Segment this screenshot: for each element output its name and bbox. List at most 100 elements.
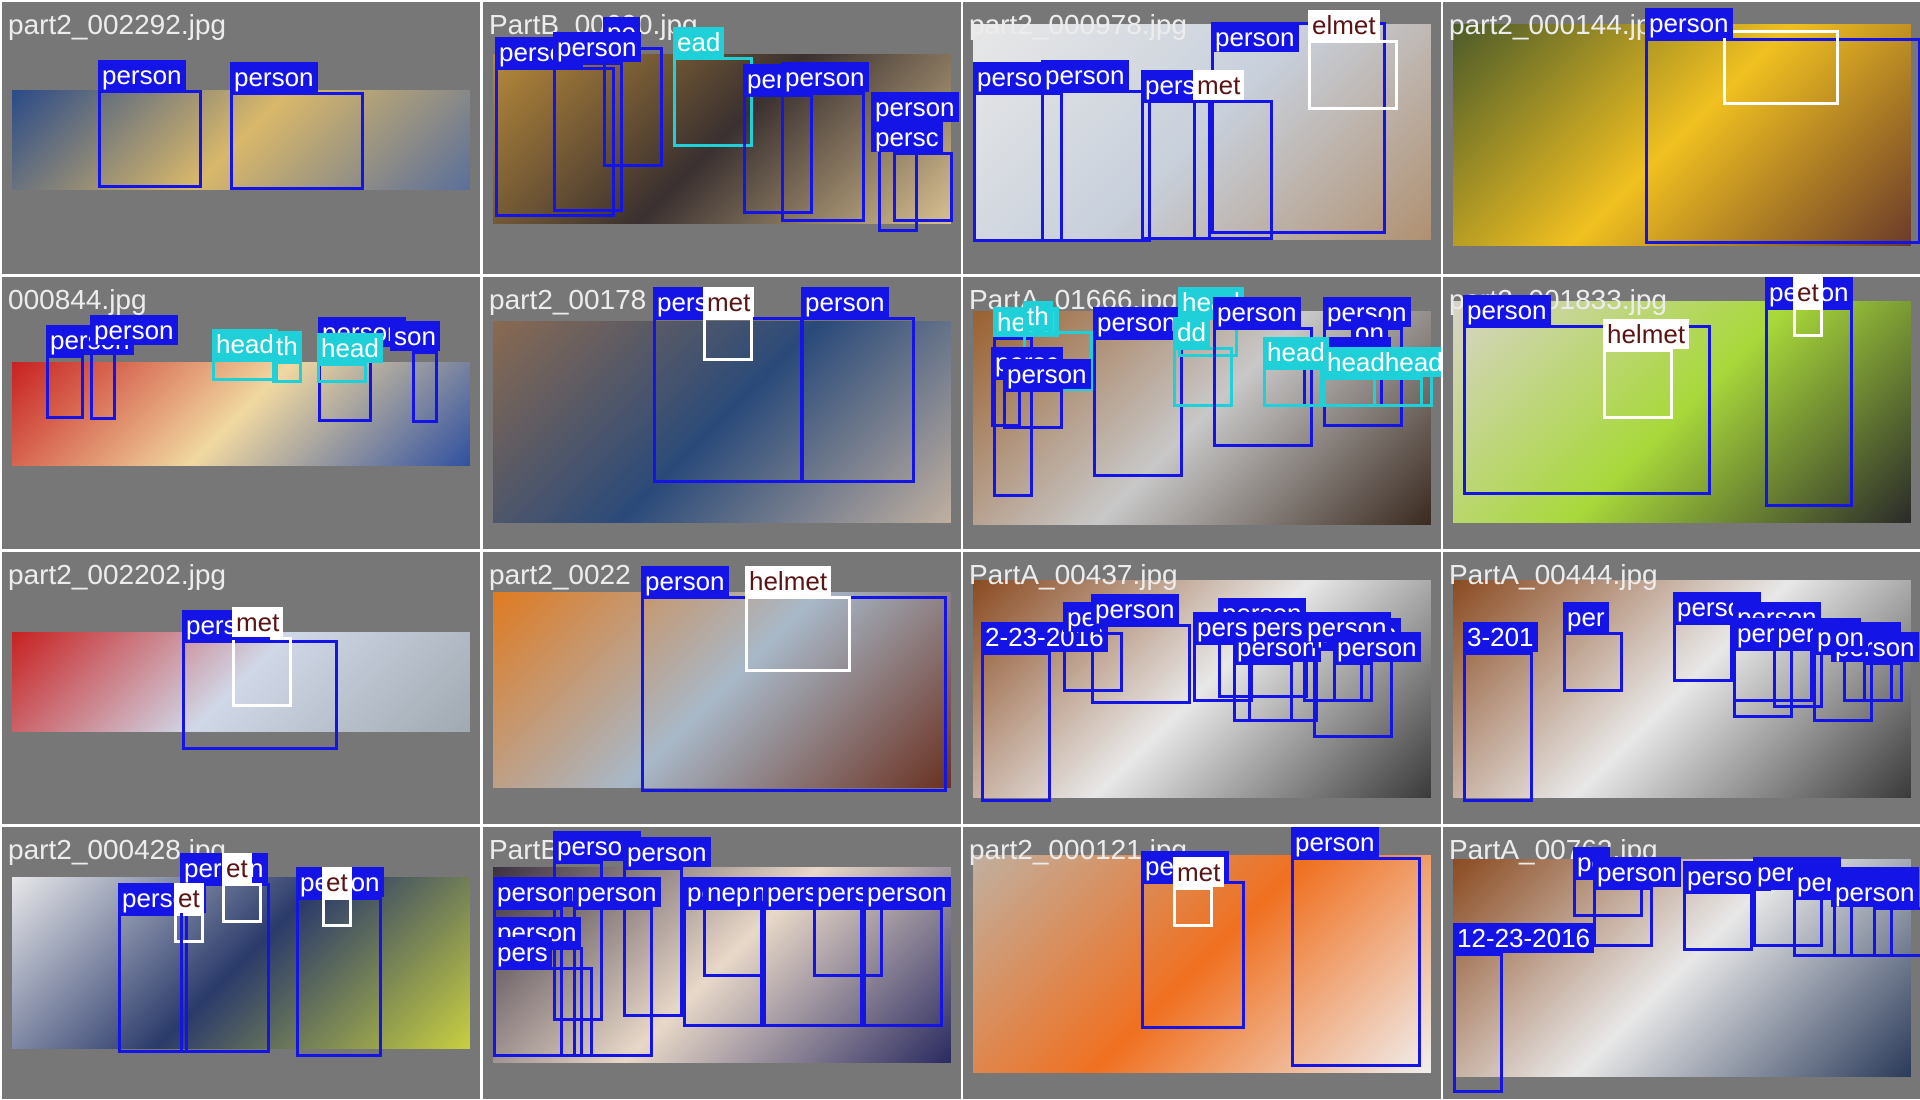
person-bounding-box (1645, 38, 1920, 244)
head-bounding-box (1173, 347, 1233, 407)
person-bounding-box (573, 907, 653, 1057)
tile-filename: part2_002292.jpg (8, 9, 226, 40)
person-label: person (1463, 295, 1551, 325)
helmet-label: met (232, 607, 284, 637)
mosaic-tile: PartA_00437.jpg 2-23-2016 pe person person pe… (963, 552, 1441, 824)
mosaic-tile: part2_000144.jpg person (1443, 2, 1920, 274)
person-label: person (493, 877, 581, 907)
person-label: person (623, 837, 711, 867)
helmet-bounding-box (745, 596, 851, 672)
person-bounding-box (1141, 100, 1211, 240)
person-bounding-box (1733, 648, 1793, 718)
helmet-label: helmet (745, 566, 832, 596)
tile-photo (12, 90, 470, 190)
person-label: person (1291, 827, 1379, 857)
helmet-label: met (1173, 857, 1225, 887)
head-label: th (272, 331, 302, 361)
helmet-bounding-box (222, 883, 262, 923)
head-bounding-box (272, 361, 302, 383)
person-bounding-box (1041, 90, 1151, 242)
helmet-bounding-box (703, 317, 753, 361)
person-label: person (90, 315, 178, 345)
person-bounding-box (1793, 897, 1853, 957)
helmet-bounding-box (1603, 349, 1673, 419)
mosaic-tile: part2_00178 person met person (483, 277, 961, 549)
helmet-bounding-box (1793, 307, 1823, 337)
person-bounding-box (90, 345, 116, 420)
person-label: person (230, 62, 318, 92)
person-bounding-box (1003, 389, 1063, 429)
person-bounding-box (1463, 652, 1533, 802)
mosaic-tile: PartA_00762.jpg 12-23-2016 pe person person p… (1443, 827, 1920, 1099)
tile-filename: PartA_00437.jpg (969, 559, 1178, 590)
person-label: per (1733, 618, 1779, 648)
tile-filename: PartB (489, 834, 560, 865)
tile-filename: part2_0022 (489, 559, 631, 590)
helmet-label: et (174, 883, 204, 913)
person-label: person (781, 62, 869, 92)
head-bounding-box (212, 359, 278, 381)
person-label: person (1041, 60, 1129, 90)
tile-filename: part2_00178 (489, 284, 647, 315)
person-label: person (1003, 359, 1091, 389)
helmet-label: met (703, 287, 755, 317)
person-bounding-box (781, 92, 865, 222)
helmet-label: et (222, 853, 252, 883)
person-bounding-box (1873, 907, 1920, 957)
helmet-bounding-box (174, 913, 204, 943)
person-label: person (1831, 877, 1919, 907)
tile-filename: part2_000978.jpg (969, 9, 1187, 40)
person-bounding-box (801, 317, 915, 483)
person-label: pe (1063, 602, 1100, 632)
tile-filename: PartA_00444.jpg (1449, 559, 1658, 590)
head-label: head (317, 333, 383, 363)
tile-photo (973, 855, 1431, 1073)
person-bounding-box (1213, 327, 1313, 447)
person-bounding-box (1211, 22, 1386, 234)
head-bounding-box (317, 363, 367, 383)
person-bounding-box (46, 355, 84, 419)
mosaic-tile: part2_002292.jpg person person (2, 2, 480, 274)
person-bounding-box (863, 907, 943, 1027)
person-bounding-box (493, 967, 593, 1057)
person-label: on (1831, 622, 1868, 652)
tile-photo (1453, 24, 1911, 246)
person-bounding-box (1333, 662, 1373, 702)
mosaic-tile: PartA_01666.jpgheadthpersonheadddpersonp… (963, 277, 1441, 549)
person-bounding-box (1773, 648, 1823, 708)
person-bounding-box (1453, 953, 1503, 1093)
person-bounding-box (1673, 622, 1733, 682)
person-label: person (553, 32, 641, 62)
person-bounding-box (993, 337, 1033, 497)
tile-photo (12, 632, 470, 732)
helmet-bounding-box (232, 637, 292, 707)
tile-photo (12, 877, 470, 1049)
tile-photo (493, 321, 951, 523)
person-label: 12-23-2016 (1453, 923, 1594, 953)
head-bounding-box (673, 57, 753, 147)
helmet-label: et (1793, 277, 1823, 307)
person-label: pers (1193, 612, 1252, 642)
person-bounding-box (230, 92, 364, 190)
person-bounding-box (893, 152, 953, 222)
mosaic-tile: part2_001833.jpgpersonpersonhelmetet (1443, 277, 1920, 549)
person-label: persc (871, 122, 943, 152)
person-bounding-box (118, 913, 188, 1053)
person-bounding-box (553, 62, 623, 212)
person-label: per (1563, 602, 1609, 632)
mosaic-tile: 000844.jpgpersonpersonpersonsonheadthhea… (2, 277, 480, 549)
person-bounding-box (1593, 887, 1653, 947)
person-bounding-box (98, 90, 202, 188)
mosaic-tile: part2_000428.jpgpersonetpersonetpersonet (2, 827, 480, 1099)
helmet-bounding-box (1173, 887, 1213, 927)
tile-filename: part2_002202.jpg (8, 559, 226, 590)
person-bounding-box (813, 907, 883, 977)
person-bounding-box (1463, 325, 1711, 495)
tile-photo (493, 592, 951, 788)
head-bounding-box (1323, 377, 1423, 407)
helmet-label: et (322, 867, 352, 897)
person-bounding-box (623, 867, 683, 1017)
person-bounding-box (703, 907, 763, 977)
mosaic-tile: PartB_00690.jpgpersonpepersoneadpersonpe… (483, 2, 961, 274)
